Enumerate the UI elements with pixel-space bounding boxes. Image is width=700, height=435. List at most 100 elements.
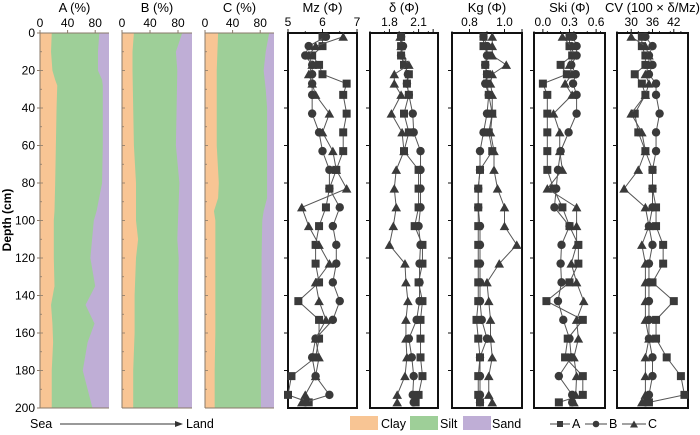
- data-point-triangle: [640, 146, 651, 156]
- data-point-triangle: [557, 165, 568, 174]
- data-point-circle: [475, 221, 485, 231]
- circle-marker-icon: [592, 420, 600, 428]
- data-point-triangle: [640, 390, 651, 399]
- data-point-triangle: [640, 296, 651, 306]
- data-point-circle: [564, 128, 573, 137]
- data-point-triangle: [397, 127, 407, 137]
- panel-title: Mz (Φ): [303, 0, 343, 15]
- data-point-triangle: [640, 259, 651, 268]
- data-point-circle: [325, 390, 334, 400]
- data-point-triangle: [400, 259, 410, 268]
- data-point-triangle: [310, 41, 321, 51]
- data-point-triangle: [499, 221, 510, 231]
- series-b: [641, 32, 664, 407]
- x-tick-label: 0.0: [535, 15, 552, 29]
- data-point-triangle: [564, 60, 575, 69]
- data-point-circle: [648, 371, 657, 381]
- data-point-triangle: [640, 352, 651, 362]
- data-point-circle: [475, 146, 485, 156]
- depth-axis-label: Depth (cm): [0, 189, 14, 252]
- data-point-circle: [556, 259, 565, 268]
- data-point-square: [652, 315, 661, 324]
- data-point-square: [315, 278, 324, 287]
- data-point-circle: [475, 296, 485, 306]
- data-point-triangle: [560, 79, 570, 88]
- data-point-triangle: [404, 60, 414, 69]
- x-tick-label: 40: [61, 16, 75, 30]
- data-point-triangle: [573, 334, 584, 343]
- data-point-triangle: [487, 90, 498, 99]
- legend-label-clay: Clay: [381, 417, 407, 431]
- data-point-triangle: [314, 296, 324, 306]
- scatter-panel-delta: 1.8 2.1δ (Φ): [366, 0, 439, 409]
- data-point-triangle: [492, 184, 503, 193]
- data-point-triangle: [310, 90, 321, 99]
- x-tick-label: 0: [37, 16, 44, 30]
- data-point-circle: [648, 203, 657, 212]
- legend-label-silt: Silt: [440, 417, 458, 431]
- data-point-triangle: [317, 127, 328, 137]
- data-point-triangle: [566, 259, 577, 268]
- panel-frame: [287, 32, 358, 409]
- x-tick-label: 0: [119, 16, 126, 30]
- data-point-triangle: [485, 127, 496, 137]
- data-point-circle: [651, 128, 661, 137]
- data-point-triangle: [300, 390, 311, 399]
- data-point-triangle: [400, 371, 410, 381]
- data-point-triangle: [637, 127, 647, 137]
- data-point-square: [578, 372, 587, 381]
- legend-item-sand: Sand: [463, 416, 521, 431]
- data-point-triangle: [303, 69, 314, 79]
- data-point-triangle: [499, 202, 510, 212]
- series-c: [482, 32, 522, 407]
- data-point-triangle: [489, 165, 499, 174]
- data-point-circle: [409, 128, 418, 137]
- data-point-circle: [651, 90, 661, 100]
- data-point-square: [543, 147, 552, 156]
- x-tick-label: 40: [143, 16, 157, 30]
- silt-area: [122, 33, 183, 408]
- data-point-square: [414, 390, 423, 399]
- x-tick-label: 80: [171, 16, 185, 30]
- data-point-square: [543, 165, 552, 174]
- data-point-square: [339, 90, 348, 99]
- data-point-square: [669, 297, 678, 306]
- data-point-circle: [474, 203, 483, 212]
- depth-tick-label: 120: [15, 251, 35, 265]
- x-tick-label: 40: [226, 16, 240, 30]
- data-point-square: [315, 315, 324, 324]
- data-point-circle: [307, 353, 317, 362]
- data-point-square: [562, 70, 571, 79]
- composition-panel-b: 0 40 80B (%): [119, 0, 192, 409]
- data-point-triangle: [391, 165, 402, 174]
- data-point-triangle: [644, 60, 654, 69]
- data-point-circle: [402, 79, 412, 88]
- data-point-triangle: [644, 334, 654, 343]
- data-point-triangle: [640, 90, 651, 99]
- data-point-square: [474, 334, 483, 343]
- data-point-circle: [335, 203, 344, 212]
- depth-tick-label: 160: [15, 326, 35, 340]
- data-point-square: [676, 372, 685, 381]
- data-point-square: [556, 60, 565, 69]
- series-b: [474, 32, 493, 407]
- data-point-square: [311, 259, 320, 268]
- data-point-circle: [475, 371, 485, 381]
- data-point-square: [308, 51, 317, 60]
- data-point-triangle: [501, 60, 512, 69]
- data-point-triangle: [554, 127, 565, 137]
- data-point-triangle: [633, 165, 644, 174]
- panel-title: C (%): [223, 0, 256, 15]
- data-point-triangle: [578, 296, 589, 306]
- data-point-circle: [475, 259, 485, 268]
- legend-label-sand: Sand: [492, 417, 521, 431]
- data-point-square: [574, 259, 583, 268]
- data-point-triangle: [567, 90, 577, 99]
- data-point-triangle: [569, 352, 579, 362]
- data-point-square: [339, 128, 348, 137]
- panel-title: δ (Φ): [389, 0, 419, 15]
- data-point-square: [416, 334, 425, 343]
- data-point-circle: [416, 184, 425, 193]
- data-point-triangle: [485, 334, 496, 343]
- data-point-triangle: [626, 109, 636, 118]
